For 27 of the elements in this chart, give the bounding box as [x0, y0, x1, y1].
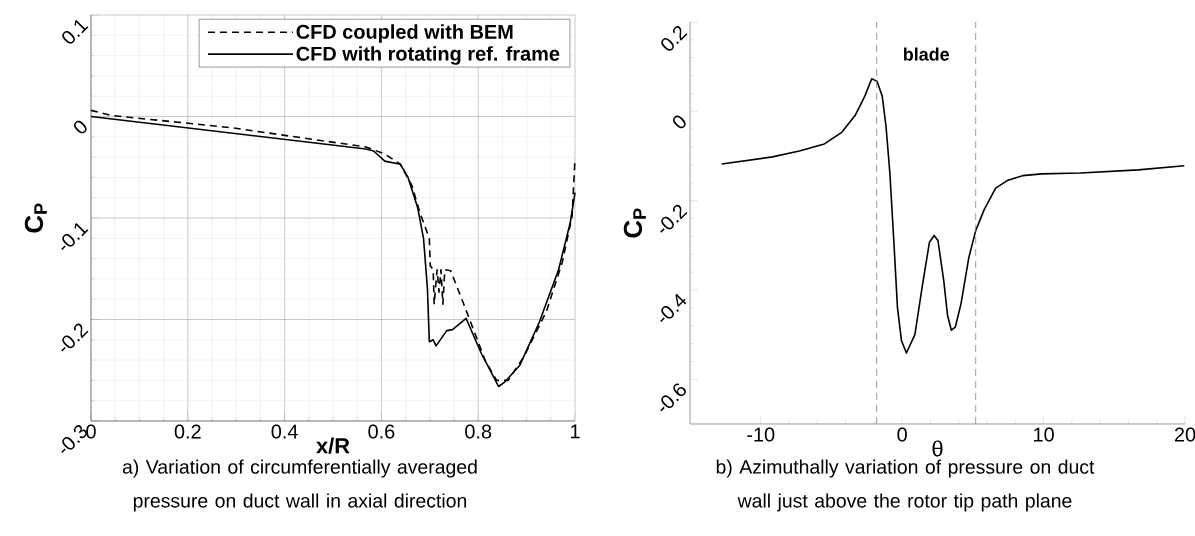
x-tick-label: 0.8: [465, 424, 492, 439]
x-axis-title: x/R: [316, 437, 350, 454]
y-tick-label: 0.1: [62, 19, 89, 44]
y-tick-label: -0.2: [61, 323, 89, 352]
legend-label: CFD with rotating ref. frame: [296, 46, 560, 65]
x-tick-label: 10: [1034, 427, 1054, 442]
y-tick-label: -0.6: [660, 383, 686, 412]
y-axis-title: C$_{P}$: [24, 203, 47, 233]
legend-label: CFD coupled with BEM: [296, 24, 513, 43]
x-tick-label: 0: [897, 427, 907, 442]
y-tick-label: -0.2: [660, 204, 688, 233]
x-tick-label: 0.4: [271, 424, 298, 439]
x-tick-label: 20: [1174, 427, 1195, 442]
y-tick-label: 0.2: [661, 26, 688, 51]
y-tick-label: 0: [73, 120, 87, 134]
y-tick-label: -0.4: [660, 293, 687, 323]
x-tick-label: 0.2: [174, 424, 201, 439]
x-tick-label: -10: [747, 427, 775, 442]
x-tick-label: 1: [570, 424, 580, 439]
y-tick-label: -0.1: [61, 222, 89, 251]
x-axis-title: θ: [932, 440, 943, 457]
text: a) Variation of circumferentially averaged pressure on duct wall in axial direction: [122, 459, 477, 512]
x-tick-label: 0.6: [368, 424, 395, 439]
text: b) Azimuthally variation of pressure on duct wall just above the rotor tip path plane: [716, 459, 1095, 512]
y-axis-title: C$_{P}$: [623, 208, 646, 238]
annotation: blade: [903, 47, 950, 61]
y-tick-label: 0: [672, 115, 686, 129]
